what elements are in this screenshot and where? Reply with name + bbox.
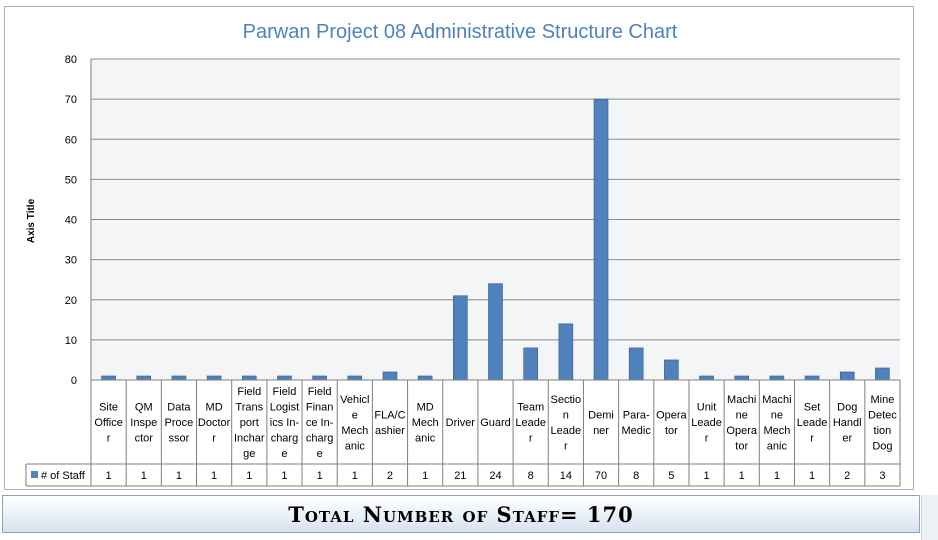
data-table-value: 2 (844, 470, 850, 482)
bar (453, 295, 468, 381)
x-category-label: MD Doctor r (198, 402, 231, 445)
bar (382, 371, 398, 381)
total-staff-banner: Total Number of Staff= 170 (2, 495, 920, 533)
x-category-label: Dog Handl er (833, 402, 862, 445)
y-tick-label: 40 (65, 215, 77, 227)
x-category-label: Field Finan ce In-charg e (306, 386, 334, 460)
data-table-value: 1 (739, 470, 745, 482)
bar (241, 375, 257, 381)
bar (136, 375, 152, 381)
plot-area: 0 10 20 30 40 50 60 70 80 Site Office r QM Inspe ctor D… (25, 54, 901, 487)
x-category-label: Unit Leade r (691, 402, 722, 445)
x-category-label: Mine Detec tion Dog (868, 394, 897, 453)
data-table-value: 1 (422, 470, 428, 482)
data-table-value: 1 (211, 470, 217, 482)
y-tick-label: 60 (65, 134, 77, 146)
y-tick-label: 50 (65, 174, 77, 186)
data-table-value: 14 (560, 470, 572, 482)
data-table-value: 1 (317, 470, 323, 482)
bar (171, 375, 187, 381)
x-category-label: Team Leade r (515, 402, 546, 445)
bar (734, 375, 750, 381)
data-table-value: 1 (703, 470, 709, 482)
bar (312, 375, 327, 381)
data-table-value: 1 (141, 470, 147, 482)
x-category-label: Opera tor (656, 409, 687, 437)
bar (875, 367, 890, 381)
legend-key-swatch (31, 471, 38, 478)
y-tick-label: 30 (65, 255, 77, 267)
data-table-value: 8 (528, 470, 534, 482)
bar (347, 375, 363, 381)
data-table-value: 21 (454, 470, 466, 482)
data-table-value: 8 (633, 470, 639, 482)
y-tick-label: 20 (65, 295, 77, 307)
bar (664, 359, 679, 381)
x-category-label: QM Inspe ctor (130, 402, 157, 445)
bar (699, 375, 714, 381)
y-tick-label: 0 (71, 375, 77, 387)
bar (593, 98, 609, 381)
x-category-label: Driver (446, 417, 476, 429)
legend-series-name: # of Staff (41, 470, 86, 482)
x-category-label: Para-Medic (622, 409, 652, 437)
x-category-label: Field Logist ics In-charg e (270, 386, 300, 460)
data-table-value: 24 (489, 470, 501, 482)
x-category-label: Set Leade r (797, 402, 828, 445)
y-tick-label: 70 (65, 94, 77, 106)
data-table-value: 1 (352, 470, 358, 482)
x-category-label: Guard (480, 417, 511, 429)
bar (839, 371, 855, 381)
data-table-value: 1 (774, 470, 780, 482)
data-table-value: 1 (809, 470, 815, 482)
data-table-value: 1 (281, 470, 287, 482)
total-staff-text: Total Number of Staff= 170 (288, 501, 634, 527)
x-category-label: Site Office r (94, 402, 123, 445)
x-category-label: Machi ne Opera tor (726, 394, 757, 453)
y-tick-label: 80 (65, 54, 77, 66)
x-category-label: Vehicl e Mech anic (340, 394, 369, 453)
y-tick-label: 10 (65, 335, 77, 347)
y-axis-title: Axis Title (26, 198, 37, 243)
bar (277, 375, 292, 381)
bar (101, 375, 116, 381)
x-category-label: FLA/C ashier (374, 409, 405, 437)
bar (488, 283, 503, 381)
chart-title: Parwan Project 08 Administrative Structu… (243, 21, 678, 43)
window-edge (921, 495, 938, 540)
bar (206, 375, 222, 381)
x-category-label: Sectio n Leade r (551, 394, 582, 453)
data-table-value: 2 (387, 470, 393, 482)
x-category-label: Data Proce ssor (165, 402, 194, 445)
data-table-value: 70 (595, 470, 607, 482)
data-table-value: 5 (668, 470, 674, 482)
bar (628, 347, 644, 381)
data-table-value: 1 (176, 470, 182, 482)
bar-chart: Parwan Project 08 Administrative Structu… (25, 21, 901, 487)
bar (523, 347, 538, 381)
bar (769, 375, 785, 381)
data-table-value: 3 (879, 470, 885, 482)
x-category-label: Demi ner (588, 409, 614, 437)
data-table-value: 1 (246, 470, 252, 482)
x-category-label: Machi ne Mech anic (762, 394, 791, 453)
x-category-label: Field Trans port Inchar ge (234, 386, 265, 460)
bar (417, 375, 433, 381)
data-table-value: 1 (106, 470, 112, 482)
bar (804, 375, 820, 381)
bar (558, 323, 574, 381)
chart-frame: Parwan Project 08 Administrative Structu… (4, 6, 914, 490)
x-category-label: MD Mech anic (412, 402, 439, 445)
